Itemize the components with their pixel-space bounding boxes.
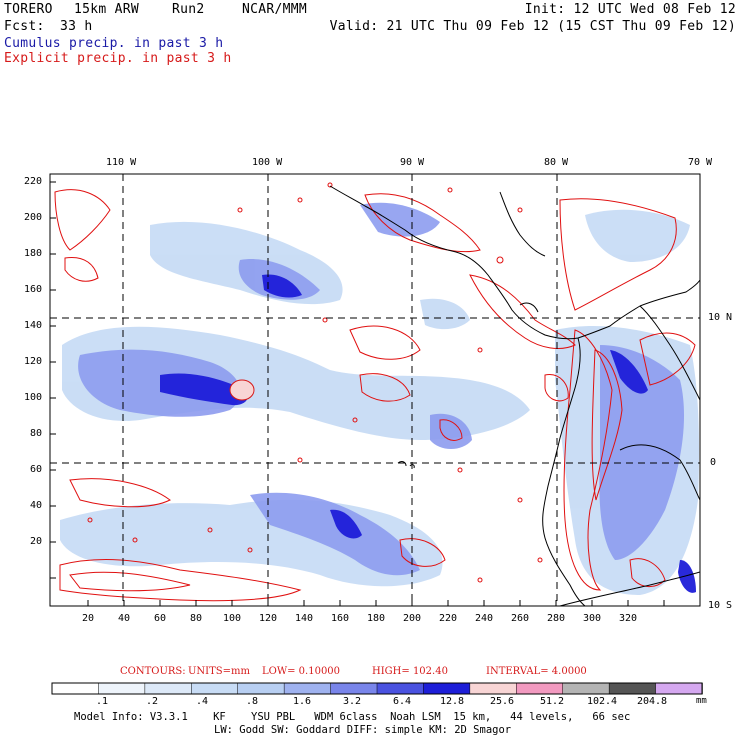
y-tick: 40 <box>30 500 43 511</box>
lat-lon-grid <box>50 174 700 606</box>
contour-units: UNITS=mm <box>188 666 250 677</box>
legend-explicit: Explicit precip. in past 3 h <box>4 51 232 66</box>
coastlines <box>329 185 700 606</box>
colorbar-swatch <box>330 682 378 695</box>
x-tick: 100 <box>223 613 242 624</box>
lat-label-10n: 10 N <box>708 312 733 323</box>
colorbar-swatch <box>655 682 703 695</box>
x-tick: 60 <box>154 613 167 624</box>
colorbar-label: 3.2 <box>342 696 362 707</box>
x-tick: 80 <box>190 613 203 624</box>
colorbar-label: .8 <box>245 696 259 707</box>
colorbar-label: 6.4 <box>392 696 412 707</box>
explicit-precip-specks <box>87 182 543 583</box>
y-tick: 80 <box>30 428 43 439</box>
colorbar-label: 102.4 <box>586 696 618 707</box>
explicit-precip-contours <box>54 189 696 602</box>
y-tick: 160 <box>24 284 43 295</box>
colorbar-swatch <box>191 682 239 695</box>
lon-label-80w: 80 W <box>544 157 569 168</box>
colorbar-swatch <box>608 682 657 695</box>
axis-ticks <box>50 181 665 606</box>
contour-interval: INTERVAL= 4.0000 <box>486 666 587 677</box>
x-tick: 240 <box>475 613 494 624</box>
x-tick: 180 <box>367 613 386 624</box>
contour-high: HIGH= 102.40 <box>372 666 448 677</box>
colorbar-label: 1.6 <box>292 696 312 707</box>
y-tick: 20 <box>30 536 43 547</box>
colorbar-label: 25.6 <box>489 696 515 707</box>
map-frame <box>49 173 701 607</box>
precip-max-core <box>229 379 255 401</box>
cumulus-precip-heavy <box>160 274 696 593</box>
y-tick: 100 <box>24 392 43 403</box>
y-tick: 60 <box>30 464 43 475</box>
org-label: NCAR/MMM <box>242 2 308 17</box>
valid-time: Valid: 21 UTC Thu 09 Feb 12 (15 CST Thu … <box>329 19 736 34</box>
colorbar-label: .4 <box>195 696 209 707</box>
y-tick: 140 <box>24 320 43 331</box>
x-tick: 200 <box>403 613 422 624</box>
colorbar-label: 12.8 <box>439 696 465 707</box>
x-tick: 20 <box>82 613 95 624</box>
colorbar-label: .2 <box>145 696 159 707</box>
colorbar-frame <box>51 682 703 695</box>
x-tick: 160 <box>331 613 350 624</box>
lon-label-110w: 110 W <box>106 157 137 168</box>
init-time: Init: 12 UTC Wed 08 Feb 12 <box>524 2 736 17</box>
x-tick: 220 <box>439 613 458 624</box>
forecast-label: Fcst: <box>4 19 45 34</box>
model-name: TORERO <box>4 2 53 17</box>
lon-label-70w: 70 W <box>688 157 713 168</box>
x-tick: 320 <box>619 613 638 624</box>
colorbar-swatch <box>516 682 564 695</box>
colorbar-label: .1 <box>95 696 109 707</box>
y-tick: 120 <box>24 356 43 367</box>
forecast-hour: 33 h <box>60 19 93 34</box>
contour-label: CONTOURS: <box>120 666 186 677</box>
run-label: Run2 <box>172 2 205 17</box>
x-tick: 140 <box>295 613 314 624</box>
x-tick: 260 <box>511 613 530 624</box>
y-tick: 180 <box>24 248 43 259</box>
colorbar-swatch <box>237 682 285 695</box>
colorbar-unit: mm <box>696 696 707 706</box>
colorbar-swatch <box>469 682 518 695</box>
colorbar <box>51 682 703 695</box>
colorbar-swatch <box>144 682 193 695</box>
colorbar-swatch <box>51 682 100 695</box>
y-tick: 220 <box>24 176 43 187</box>
contour-low: LOW= 0.10000 <box>262 666 341 677</box>
x-tick: 300 <box>583 613 602 624</box>
colorbar-swatch <box>423 682 471 695</box>
colorbar-swatch <box>283 682 332 695</box>
colorbar-label: 51.2 <box>539 696 565 707</box>
x-tick: 280 <box>547 613 566 624</box>
colorbar-swatch <box>376 682 425 695</box>
x-tick: 40 <box>118 613 131 624</box>
colorbar-swatch <box>98 682 146 695</box>
lat-label-0: 0 <box>710 457 717 468</box>
physics-info: LW: Godd SW: Goddard DIFF: simple KM: 2D… <box>214 724 512 736</box>
y-tick: 200 <box>24 212 43 223</box>
model-info: Model Info: V3.3.1 KF YSU PBL WDM 6class… <box>74 711 631 723</box>
x-tick: 120 <box>259 613 278 624</box>
lon-label-90w: 90 W <box>400 157 425 168</box>
lon-label-100w: 100 W <box>252 157 283 168</box>
colorbar-label: 204.8 <box>636 696 668 707</box>
lat-label-10s: 10 S <box>708 600 733 611</box>
model-resolution: 15km ARW <box>74 2 140 17</box>
legend-cumulus: Cumulus precip. in past 3 h <box>4 36 224 51</box>
colorbar-swatch <box>562 682 610 695</box>
